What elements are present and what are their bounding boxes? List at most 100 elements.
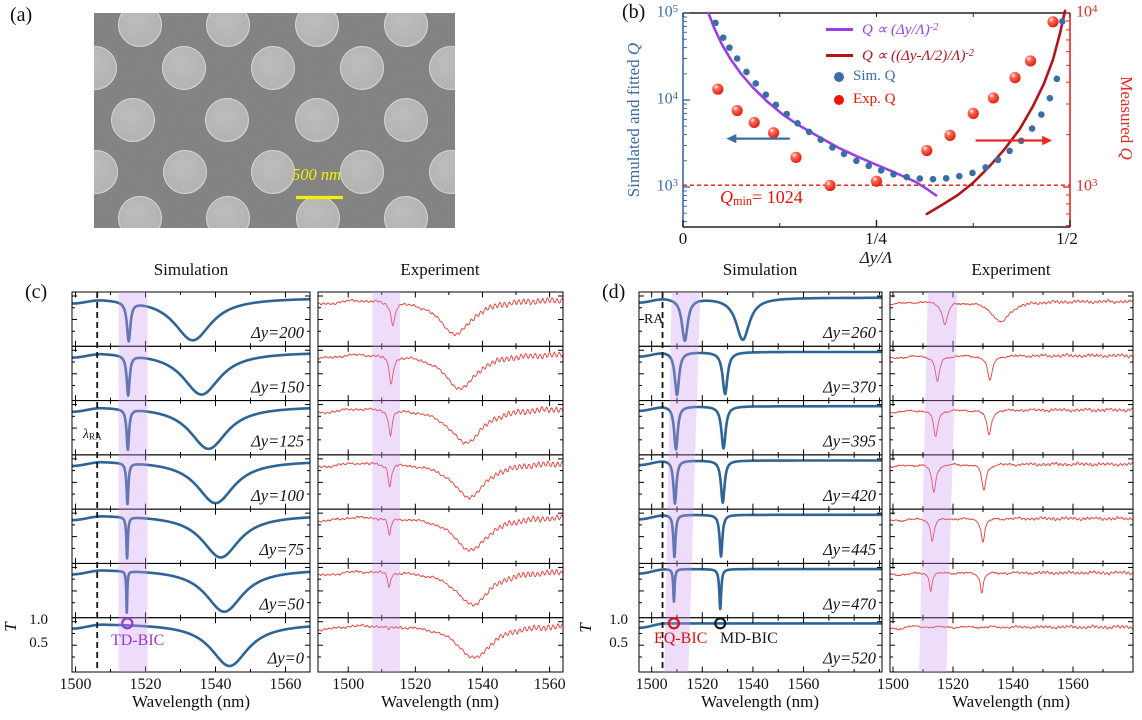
b-right-axis-title: Measured Q: [1117, 76, 1136, 160]
sim-q-point: [1038, 111, 1045, 118]
tick-base: 10: [656, 90, 673, 108]
measured-spectrum: [317, 351, 564, 391]
exp-q-point: [944, 129, 956, 141]
c-exp-xlabel: Wavelength (nm): [380, 692, 500, 711]
exp-q-point: [767, 127, 780, 139]
axis-arrowhead: [1042, 135, 1053, 146]
sim-q-point: [982, 164, 989, 171]
measured-spectrum: [317, 406, 564, 445]
x-tick-label: 1500: [636, 676, 668, 693]
dy-row-label: Δy=125: [250, 432, 304, 451]
simulated-spectrum: [638, 513, 883, 559]
sim-q-point: [877, 167, 885, 174]
sim-q-point: [783, 110, 791, 118]
chart-b: [682, 9, 1071, 228]
sim-q-point: [805, 128, 813, 136]
sim-q-point: [772, 101, 780, 109]
b-left-axis-title-text: Simulated and fitted: [624, 55, 644, 198]
x-tick-label: 1540: [200, 676, 232, 693]
dy-row-label: Δy=260: [822, 323, 877, 342]
c-exp-title: Experiment: [400, 260, 480, 279]
sem-image: [94, 13, 455, 228]
legend-label-text: Exp. Q: [853, 91, 896, 107]
dy-row-label: Δy=75: [258, 540, 304, 559]
fit-curve-red: [925, 9, 1067, 216]
simulated-spectrum: [638, 296, 883, 343]
legend-label-text: Q ∝ ((Δy-Λ/2)/Λ): [862, 48, 966, 64]
x-tick-label: 1520: [399, 676, 431, 693]
measured-spectrum: [889, 407, 1134, 437]
x-tick-label: 1500: [332, 676, 364, 693]
eq-bic-label: EQ-BIC: [654, 630, 708, 647]
x-tick-label: 1500: [877, 676, 909, 693]
legend-item-exp-q: Exp. Q: [826, 91, 896, 108]
c-ytick-05: 0.5: [29, 635, 48, 651]
x-tick-label: 1520: [686, 676, 718, 693]
spectrum-row-box: [317, 454, 564, 510]
red-line-swatch: [826, 54, 853, 57]
panel-a-label: (a): [10, 4, 33, 26]
simulated-spectrum: [71, 297, 311, 343]
d-ytick-05: 0.5: [609, 635, 628, 651]
panel-b-label: (b): [622, 1, 646, 23]
measured-spectrum: [889, 570, 1134, 594]
x-tick-label: 1560: [534, 676, 566, 693]
purple-line-swatch: [826, 28, 853, 31]
bic-band: [919, 292, 958, 672]
sim-q-point: [903, 173, 910, 181]
sim-q-point: [1058, 18, 1066, 25]
c-sim-title: Simulation: [153, 260, 229, 279]
ra-sub: RA: [88, 431, 102, 442]
chart-d: 1500 1520 1540 1560 1500 1520 1540 1560 Δy=260 Δy…: [636, 291, 1134, 693]
exp-q-point: [967, 107, 979, 119]
simulated-spectrum: [71, 515, 311, 560]
qmin-value: = 1024: [752, 187, 803, 207]
sim-q-point: [743, 68, 750, 76]
b-left-tick-1e4: 104: [636, 90, 678, 108]
tick-base: 10: [1076, 3, 1092, 21]
b-left-axis-title: Simulated and fitted Q: [624, 42, 644, 198]
tick-exp: 4: [672, 90, 678, 102]
sim-q-point: [794, 119, 801, 127]
b-x-tick-quarter: 1/4: [865, 229, 887, 248]
sim-q-point: [1046, 94, 1054, 102]
d-y-axis-title: T: [576, 623, 596, 633]
d-exp-title: Experiment: [971, 260, 1051, 279]
legend-label-text: Sim. Q: [853, 68, 896, 84]
x-tick-label: 1540: [466, 676, 498, 693]
sim-q-point: [829, 144, 836, 151]
simulated-spectrum: [71, 569, 311, 614]
legend-label: Q ∝ ((Δy-Λ/2)/Λ)-2: [862, 46, 974, 65]
sim-q-point: [719, 34, 727, 42]
dy-row-label: Δy=395: [822, 432, 876, 451]
bic-marker: [121, 617, 134, 630]
legend-item-fit-purple: Q ∝ (Δy/Λ)-2: [826, 20, 938, 39]
spectrum-row-box: [317, 400, 564, 456]
sim-q-point: [840, 150, 848, 158]
sim-q-point: [762, 91, 770, 99]
measured-spectrum: [317, 514, 564, 552]
measured-spectrum: [889, 298, 1134, 326]
sem-scale-text: 500 nm: [292, 165, 342, 184]
b-left-tick-1e3: 103: [636, 177, 678, 195]
bic-band: [118, 292, 148, 672]
tick-exp: 3: [1092, 177, 1098, 189]
sim-q-point: [1053, 75, 1061, 83]
dy-row-label: Δy=520: [822, 649, 877, 668]
legend-item-fit-red: Q ∝ ((Δy-Λ/2)/Λ)-2: [826, 46, 974, 65]
exp-q-point: [1009, 72, 1021, 84]
spectrum-row-box: [317, 617, 564, 673]
measured-spectrum: [889, 624, 1134, 631]
b-right-tick-1e4: 104: [1076, 3, 1097, 21]
sim-q-point: [733, 55, 741, 62]
c-sim-xlabel: Wavelength (nm): [131, 692, 251, 711]
x-tick-label: 1520: [937, 676, 969, 693]
b-x-tick-half: 1/2: [1056, 229, 1078, 248]
td-bic-label: TD-BIC: [111, 632, 165, 649]
legend-label: Sim. Q: [853, 68, 896, 85]
dy-row-label: Δy=370: [822, 377, 877, 396]
b-left-axis-title-math: Q: [624, 42, 644, 56]
measured-spectrum: [889, 352, 1134, 382]
